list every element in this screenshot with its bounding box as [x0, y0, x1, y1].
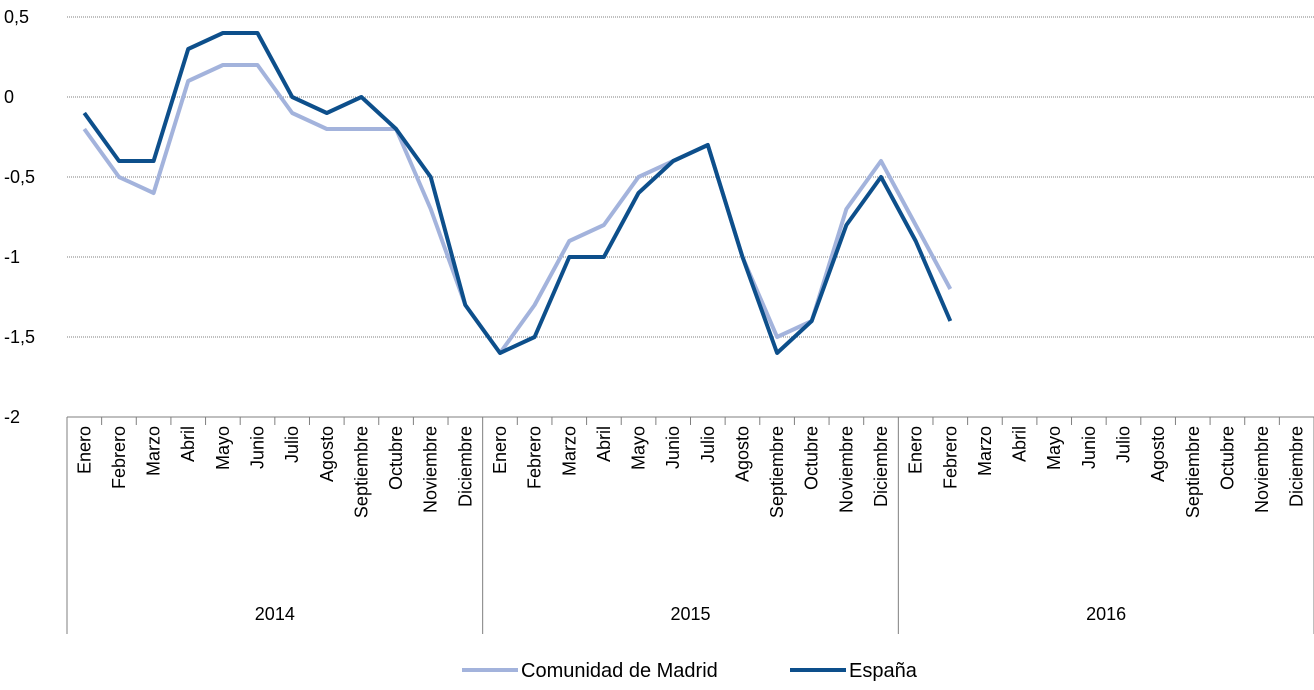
- y-tick-label: 0: [4, 87, 14, 107]
- legend-label-madrid: Comunidad de Madrid: [521, 660, 718, 682]
- y-tick-label: 0,5: [4, 7, 29, 27]
- x-tick-label: Junio: [1079, 426, 1099, 469]
- x-tick-label: Enero: [74, 426, 94, 474]
- x-tick-label: Febrero: [109, 426, 129, 489]
- x-tick-label: Septiembre: [351, 426, 371, 518]
- x-tick-label: Julio: [698, 426, 718, 463]
- y-tick-label: -1,5: [4, 327, 35, 347]
- y-tick-label: -0,5: [4, 167, 35, 187]
- year-label: 2016: [1086, 604, 1126, 624]
- legend-label-espana: España: [849, 660, 918, 682]
- x-tick-label: Marzo: [144, 426, 164, 476]
- x-tick-label: Febrero: [940, 426, 960, 489]
- series-line-espana: [82, 31, 953, 355]
- x-tick-label: Junio: [248, 426, 268, 469]
- x-tick-label: Octubre: [802, 426, 822, 490]
- x-tick-label: Junio: [663, 426, 683, 469]
- x-tick-label: Mayo: [213, 426, 233, 470]
- x-tick-label: Abril: [594, 426, 614, 462]
- x-tick-label: Agosto: [1148, 426, 1168, 482]
- x-tick-label: Enero: [906, 426, 926, 474]
- x-tick-label: Marzo: [559, 426, 579, 476]
- x-tick-label: Febrero: [525, 426, 545, 489]
- x-tick-label: Diciembre: [1287, 426, 1307, 507]
- x-tick-label: Abril: [1010, 426, 1030, 462]
- series-lines: [82, 31, 953, 355]
- legend: Comunidad de Madrid España: [462, 660, 918, 682]
- x-tick-label: Mayo: [1044, 426, 1064, 470]
- x-tick-label: Septiembre: [1183, 426, 1203, 518]
- x-tick-label: Enero: [490, 426, 510, 474]
- y-tick-label: -2: [4, 407, 20, 427]
- x-tick-label: Noviembre: [421, 426, 441, 513]
- y-axis: 0,5 0 -0,5 -1 -1,5 -2: [4, 7, 35, 427]
- year-labels: 2014 2015 2016: [255, 604, 1126, 624]
- x-tick-label: Noviembre: [1252, 426, 1272, 513]
- x-tick-label: Agosto: [317, 426, 337, 482]
- x-tick-label: Mayo: [629, 426, 649, 470]
- series-line-madrid: [82, 63, 953, 355]
- x-tick-label: Noviembre: [836, 426, 856, 513]
- year-label: 2015: [670, 604, 710, 624]
- x-tick-label: Octubre: [1217, 426, 1237, 490]
- x-tick-label: Julio: [1113, 426, 1133, 463]
- x-tick-label: Abril: [178, 426, 198, 462]
- x-axis: [66, 416, 1314, 634]
- year-label: 2014: [255, 604, 295, 624]
- month-labels: Enero Febrero Marzo Abril Mayo Junio Julio Agos…: [74, 426, 1306, 518]
- x-tick-label: Septiembre: [767, 426, 787, 518]
- x-tick-label: Octubre: [386, 426, 406, 490]
- y-tick-label: -1: [4, 247, 20, 267]
- x-tick-label: Diciembre: [871, 426, 891, 507]
- x-tick-label: Julio: [282, 426, 302, 463]
- x-tick-label: Marzo: [975, 426, 995, 476]
- x-tick-label: Diciembre: [455, 426, 475, 507]
- x-tick-label: Agosto: [732, 426, 752, 482]
